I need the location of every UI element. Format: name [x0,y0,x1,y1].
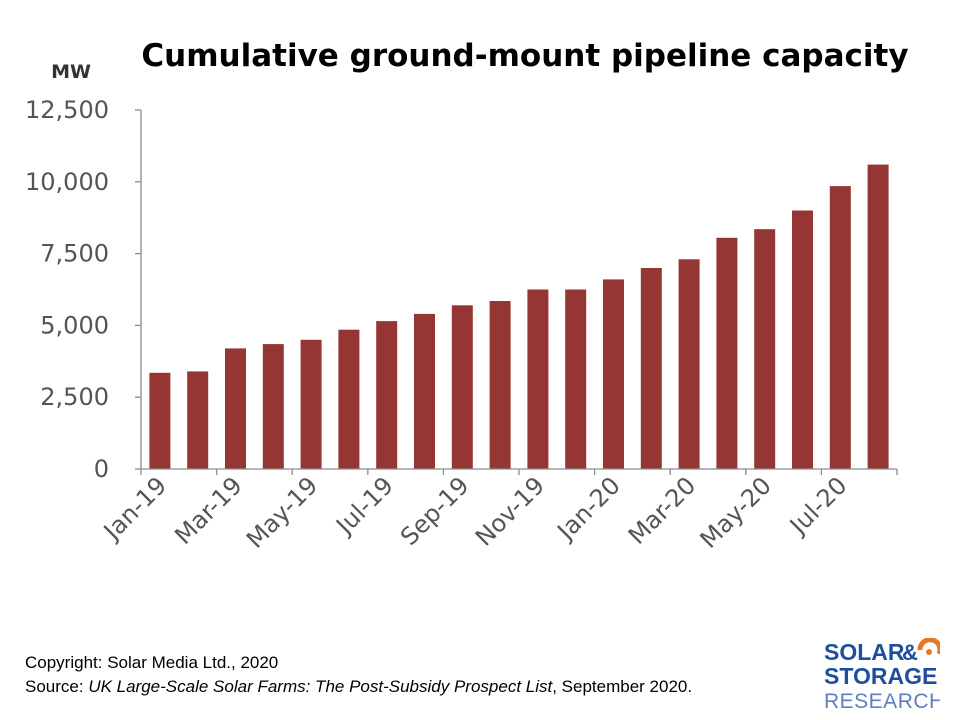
y-tick-label: 12,500 [25,96,109,124]
source-suffix: , September 2020. [552,677,693,696]
x-tick-label: May-19 [241,471,323,553]
bar-dec-19 [565,289,587,469]
bar-nov-19 [527,289,549,469]
logo-storage-text: STORAGE [824,663,937,689]
x-tick-label: Nov-19 [470,471,550,551]
logo-research-text: RESEARCH [824,690,940,713]
chart-title: Cumulative ground-mount pipeline capacit… [141,38,908,74]
sun-icon [917,638,940,655]
x-tick-label: Jul-19 [330,471,399,540]
x-tick-label: Jul-20 [783,471,852,540]
source-title: UK Large-Scale Solar Farms: The Post-Sub… [88,677,553,696]
source-text: Source: UK Large-Scale Solar Farms: The … [25,676,692,698]
y-tick-label: 7,500 [40,240,109,268]
x-tick-label: Mar-20 [623,471,701,549]
bar-mar-20 [678,259,700,469]
x-tick-label: Sep-19 [395,471,475,551]
logo-solar-text: SOLAR [824,639,905,665]
solar-storage-research-logo: SOLAR & STORAGE RESEARCH [824,638,940,713]
bar-feb-20 [640,268,662,469]
bar-jul-19 [376,321,398,469]
y-tick-label: 0 [94,455,109,483]
bar-may-19 [300,339,322,469]
copyright-text: Copyright: Solar Media Ltd., 2020 [25,652,278,674]
bar-mar-19 [225,348,246,469]
bar-oct-19 [489,301,511,469]
bar-sep-19 [451,305,473,469]
bar-jul-20 [829,186,851,469]
y-axis-ticks: 12,500 10,000 7,500 5,000 2,500 0 [25,96,141,483]
axes [140,110,897,470]
bar-aug-19 [414,313,435,469]
logo-ampersand: & [902,640,918,665]
x-tick-label: Mar-19 [169,471,247,549]
bar-jun-19 [338,329,360,469]
y-tick-label: 2,500 [40,383,109,411]
bar-aug-20 [867,164,889,469]
bar-apr-19 [262,344,284,469]
y-axis-unit-label: MW [51,61,91,83]
bar-chart: Cumulative ground-mount pipeline capacit… [25,38,909,554]
x-tick-label: May-20 [695,471,777,553]
bar-feb-19 [187,371,209,469]
bar-series [149,164,889,469]
y-tick-label: 5,000 [40,311,109,339]
bar-may-20 [754,229,776,469]
x-tick-label: Jan-20 [551,471,626,546]
bar-apr-20 [716,237,738,469]
bar-jun-20 [792,210,813,469]
bar-jan-19 [149,372,171,469]
bar-jan-20 [603,279,624,469]
y-tick-label: 10,000 [25,168,109,196]
source-prefix: Source: [25,677,89,696]
copyright-label: Copyright: Solar Media Ltd., 2020 [25,653,279,672]
